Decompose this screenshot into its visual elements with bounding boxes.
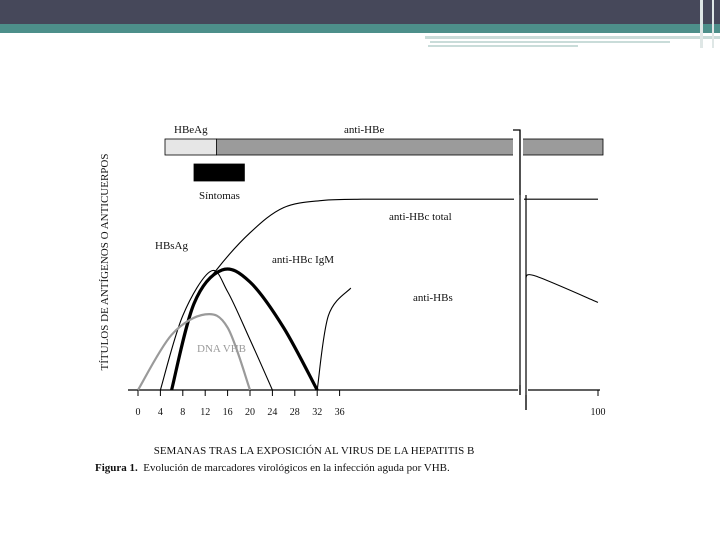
series-label: DNA VHB <box>197 343 246 355</box>
x-tick-label: 28 <box>290 407 300 418</box>
top-accent-line <box>0 24 720 33</box>
series-dna-vhb <box>137 313 252 391</box>
decor-line <box>430 41 670 43</box>
series-anti-hbc-total <box>171 198 363 391</box>
x-tick-label: 32 <box>312 407 322 418</box>
x-tick-label: 4 <box>158 407 163 418</box>
figure-caption: Figura 1. Evolución de marcadores viroló… <box>95 462 450 474</box>
bar-label: HBeAg <box>174 124 208 136</box>
series-anti-hbs <box>316 287 352 391</box>
top-bar <box>0 0 720 24</box>
series-anti-hbs <box>525 274 599 303</box>
series-label: HBsAg <box>155 240 189 252</box>
decor-line <box>700 0 703 48</box>
series-label: anti-HBc total <box>389 211 452 223</box>
bar-anti-hbe <box>215 138 604 156</box>
x-tick-label: 100 <box>591 407 606 418</box>
x-tick-label: 36 <box>335 407 345 418</box>
y-axis-label: TÍTULOS DE ANTÍGENOS O ANTICUERPOS <box>99 154 111 371</box>
bar-label: anti-HBe <box>344 124 384 136</box>
marker-bars <box>164 136 604 182</box>
series-lines <box>137 130 599 410</box>
axis-break-gap <box>514 195 524 385</box>
series-label: anti-HBs <box>413 292 453 304</box>
decor-line <box>428 45 578 47</box>
axes: 0 4 8 12 16 20 24 28 32 36 100 <box>128 129 606 418</box>
x-tick-label: 20 <box>245 407 255 418</box>
series-label: anti-HBc IgM <box>272 254 334 266</box>
bar-hbeag <box>164 138 217 156</box>
x-tick-label: 0 <box>136 407 141 418</box>
bar-s-ntomas <box>193 163 245 182</box>
decor-line <box>425 36 720 39</box>
x-tick-label: 8 <box>180 407 185 418</box>
axis-break-gap <box>513 136 523 158</box>
x-axis-label: SEMANAS TRAS LA EXPOSICIÓN AL VIRUS DE L… <box>154 445 475 457</box>
x-tick-label: 24 <box>267 407 277 418</box>
decor-line <box>712 0 714 48</box>
x-tick-label: 16 <box>223 407 233 418</box>
x-tick-label: 12 <box>200 407 210 418</box>
series-labels: HBeAg anti-HBe Síntomas HBsAg anti-HBc total… <box>155 124 453 355</box>
caption-text: Evolución de marcadores virológicos en l… <box>143 462 450 474</box>
bar-label: Síntomas <box>199 190 240 202</box>
caption-label: Figura 1. <box>95 462 138 474</box>
